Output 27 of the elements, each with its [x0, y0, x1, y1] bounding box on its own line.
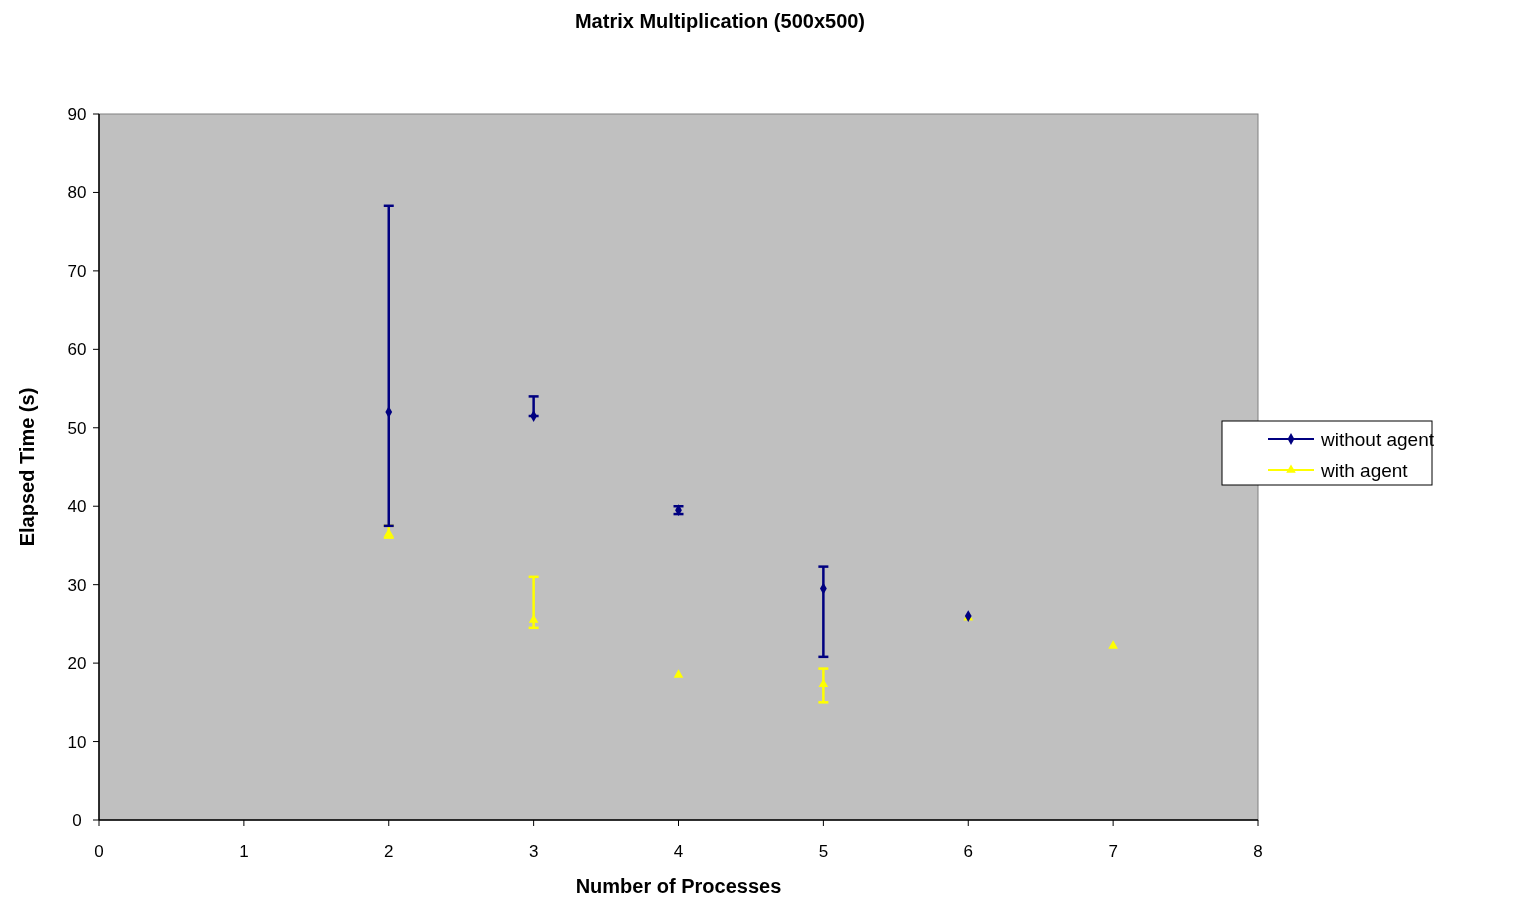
y-tick-label: 90: [67, 104, 87, 124]
y-tick-label: 0: [72, 810, 82, 830]
x-axis-title: Number of Processes: [575, 875, 782, 897]
point: [673, 669, 684, 678]
x-tick-label: 8: [1253, 842, 1263, 861]
y-tick-label: 60: [67, 340, 87, 360]
y-tick-label: 10: [67, 732, 87, 752]
legend-label: with agent: [1320, 459, 1409, 481]
x-tick-label: 7: [1108, 842, 1118, 861]
point: [1108, 640, 1118, 649]
x-tick-label: 0: [94, 842, 104, 861]
y-tick-label: 30: [67, 575, 87, 595]
x-tick-label: 2: [384, 842, 394, 861]
y-tick-label: 40: [67, 497, 87, 517]
y-tick-label: 20: [67, 654, 87, 674]
y-axis-title: Elapsed Time (s): [16, 387, 38, 547]
x-tick-label: 3: [528, 842, 539, 861]
chart-title: Matrix Multiplication (500x500): [574, 10, 866, 32]
y-tick-label: 80: [67, 183, 87, 203]
point: [528, 614, 539, 623]
x-tick-label: 4: [673, 842, 684, 861]
legend-label: without agent: [1320, 428, 1435, 450]
x-tick-label: 1: [239, 842, 249, 861]
x-tick-label: 6: [963, 842, 973, 861]
x-tick-label: 5: [818, 842, 829, 861]
y-tick-label: 70: [67, 261, 87, 281]
y-tick-label: 50: [67, 418, 87, 438]
